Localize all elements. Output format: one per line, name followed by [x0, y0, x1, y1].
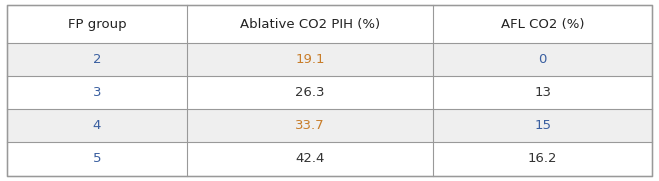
Bar — [187, 142, 433, 176]
Bar — [187, 5, 433, 43]
Text: 33.7: 33.7 — [295, 119, 325, 132]
Text: 15: 15 — [534, 119, 551, 132]
Bar — [433, 43, 652, 76]
Bar — [187, 76, 433, 109]
Bar — [7, 142, 187, 176]
Text: 13: 13 — [534, 86, 551, 99]
Bar — [7, 43, 187, 76]
Text: 3: 3 — [93, 86, 101, 99]
Bar — [187, 43, 433, 76]
Text: 19.1: 19.1 — [295, 53, 325, 66]
Text: 4: 4 — [93, 119, 101, 132]
Text: Ablative CO2 PIH (%): Ablative CO2 PIH (%) — [240, 18, 380, 31]
Text: FP group: FP group — [68, 18, 127, 31]
Text: 2: 2 — [93, 53, 101, 66]
Text: 0: 0 — [538, 53, 547, 66]
Text: 16.2: 16.2 — [528, 152, 558, 165]
Bar — [433, 142, 652, 176]
Bar — [187, 109, 433, 142]
Bar — [433, 76, 652, 109]
Text: AFL CO2 (%): AFL CO2 (%) — [501, 18, 585, 31]
Bar — [433, 109, 652, 142]
Text: 26.3: 26.3 — [295, 86, 325, 99]
Bar — [433, 5, 652, 43]
Text: 42.4: 42.4 — [295, 152, 325, 165]
Bar — [7, 76, 187, 109]
Text: 5: 5 — [93, 152, 101, 165]
Bar — [7, 5, 187, 43]
Bar — [7, 109, 187, 142]
